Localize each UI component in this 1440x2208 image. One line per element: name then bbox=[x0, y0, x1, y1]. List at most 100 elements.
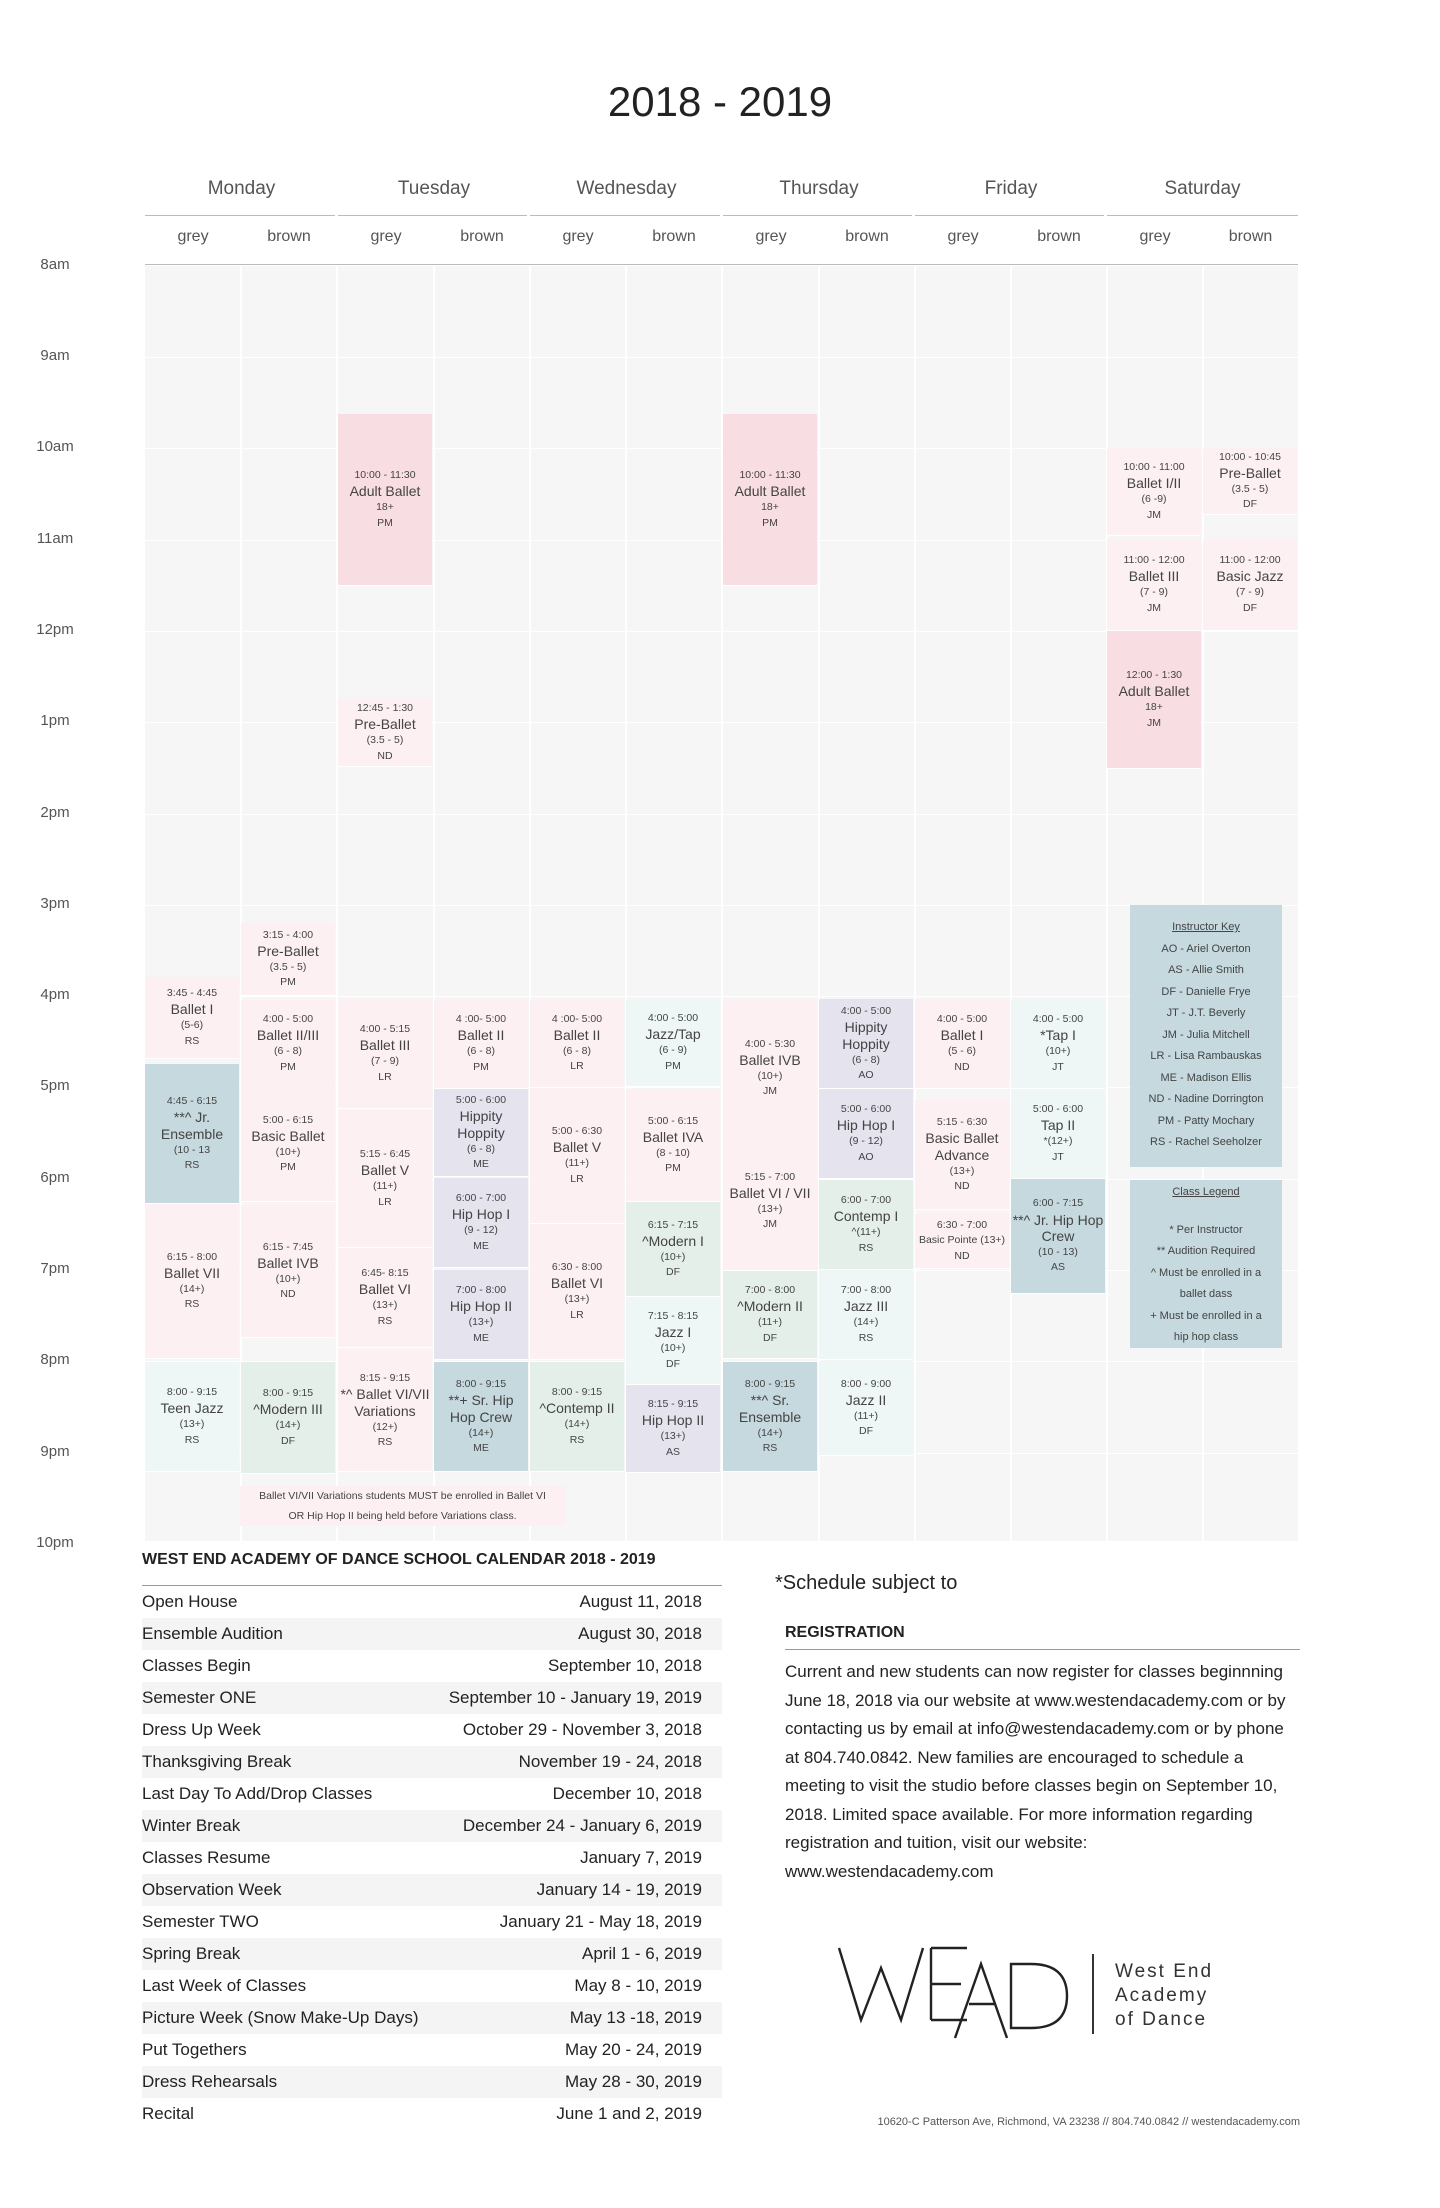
room-header: brown bbox=[652, 228, 696, 245]
class-time: 6:45- 8:15 bbox=[361, 1267, 409, 1280]
room-header: grey bbox=[947, 228, 979, 245]
class-inst: RS bbox=[184, 1158, 200, 1171]
class-name: Jazz I bbox=[654, 1324, 692, 1341]
class-age: (10 - 13 bbox=[173, 1143, 211, 1156]
class-inst: DF bbox=[666, 1357, 680, 1370]
day-divider bbox=[915, 215, 1104, 216]
class-block: 8:15 - 9:15 Hip Hop II (13+) AS bbox=[626, 1385, 720, 1473]
class-block: 5:15 - 6:45 Ballet V (11+) LR bbox=[338, 1110, 432, 1248]
class-name: Ballet II bbox=[553, 1026, 601, 1043]
class-block: 4:00 - 5:00 Hippity Hoppity (6 - 8) AO bbox=[819, 999, 913, 1089]
calendar-event: Classes Begin bbox=[142, 1656, 251, 1675]
class-time: 10:00 - 11:30 bbox=[739, 469, 801, 482]
calendar-date: September 10, 2018 bbox=[547, 1656, 702, 1675]
class-time: 4:45 - 6:15 bbox=[166, 1094, 218, 1107]
class-inst: JM bbox=[763, 1218, 777, 1230]
class-time: 8:00 - 9:15 bbox=[744, 1377, 796, 1390]
class-time: 5:00 - 6:15 bbox=[647, 1114, 699, 1127]
class-age: (10 - 13) bbox=[1038, 1246, 1078, 1259]
class-block: 6:15 - 7:45 Ballet IVB (10+) ND bbox=[241, 1205, 335, 1338]
class-inst: RS bbox=[184, 1298, 200, 1310]
calendar-row: Dress Up Week October 29 - November 3, 20… bbox=[142, 1714, 722, 1746]
class-inst: PM bbox=[280, 976, 296, 988]
class-age: *(12+) bbox=[1043, 1135, 1073, 1148]
class-time: 12:45 - 1:30 bbox=[356, 702, 414, 715]
class-inst: DF bbox=[763, 1331, 777, 1344]
calendar-event: Open House bbox=[142, 1592, 238, 1611]
class-name: Ballet V bbox=[552, 1139, 602, 1156]
class-block: 12:45 - 1:30 Pre-Ballet (3.5 - 5) ND bbox=[338, 699, 432, 767]
class-name: Hippity Hoppity bbox=[457, 1108, 505, 1141]
class-block: 5:00 - 6:30 Ballet V (11+) LR bbox=[530, 1088, 624, 1224]
calendar-event: Winter Break bbox=[142, 1816, 241, 1835]
logo-text-line: West End bbox=[1115, 1961, 1214, 1982]
class-time: 3:15 - 4:00 bbox=[262, 928, 314, 941]
hour-label: 8am bbox=[40, 256, 70, 273]
class-age: 18+ bbox=[761, 501, 779, 514]
hour-label: 12pm bbox=[36, 621, 74, 638]
class-block: 10:00 - 11:00 Ballet I/II (6 -9) JM bbox=[1107, 448, 1201, 536]
instructor-key: Instructor Key AO - Ariel Overton AS - A… bbox=[1130, 905, 1282, 1167]
logo-text-line: Academy bbox=[1115, 1985, 1209, 2006]
calendar-row: Recital June 1 and 2, 2019 bbox=[142, 2098, 722, 2130]
class-age: (3.5 - 5) bbox=[366, 734, 404, 747]
class-time: 12:00 - 1:30 bbox=[1125, 669, 1183, 682]
class-time: 5:00 - 6:30 bbox=[551, 1125, 603, 1138]
class-time: 4:00 - 5:00 bbox=[262, 1013, 314, 1026]
room-header: grey bbox=[177, 228, 209, 245]
logo-text: West End Academy of Dance bbox=[1115, 1960, 1213, 2032]
class-name: **^ Jr. Ensemble bbox=[160, 1109, 224, 1142]
instructor-key-item: JM - Julia Mitchell bbox=[1162, 1028, 1250, 1041]
class-time: 6:30 - 7:00 bbox=[936, 1219, 988, 1232]
class-name: Basic Ballet Advance bbox=[925, 1130, 999, 1163]
class-block: 4:00 - 5:00 Ballet I (5 - 6) ND bbox=[915, 999, 1009, 1089]
class-age: (11+) bbox=[853, 1409, 879, 1422]
column-separator bbox=[529, 266, 531, 1541]
class-name: **+ Sr. Hip Hop Crew bbox=[448, 1392, 514, 1425]
class-name: Hip Hop II bbox=[641, 1412, 705, 1429]
class-inst: ND bbox=[954, 1179, 970, 1192]
class-block: 5:00 - 6:00 Hippity Hoppity (6 - 8) ME bbox=[434, 1089, 528, 1177]
class-block: 10:00 - 10:45 Pre-Ballet (3.5 - 5) DF bbox=[1203, 448, 1297, 515]
class-inst: RS bbox=[184, 1433, 200, 1446]
class-time: 8:15 - 9:15 bbox=[647, 1398, 699, 1411]
calendar-event: Picture Week (Snow Make-Up Days) bbox=[142, 2008, 419, 2027]
room-header: grey bbox=[562, 228, 594, 245]
calendar-date: January 21 - May 18, 2019 bbox=[499, 1912, 702, 1931]
day-divider bbox=[338, 215, 527, 216]
class-name: *Tap I bbox=[1040, 1027, 1076, 1044]
calendar-row: Put Togethers May 20 - 24, 2019 bbox=[142, 2034, 722, 2066]
class-time: 6:15 - 8:00 bbox=[166, 1250, 218, 1263]
class-time: 8:00 - 9:15 bbox=[166, 1386, 218, 1399]
column-separator bbox=[914, 266, 916, 1541]
hour-label: 6pm bbox=[40, 1169, 70, 1186]
day-header: Friday bbox=[984, 178, 1038, 199]
class-block: 7:00 - 8:00 Hip Hop II (13+) ME bbox=[434, 1270, 528, 1360]
instructor-key-item: AO - Ariel Overton bbox=[1161, 942, 1251, 955]
footer-address: 10620-C Patterson Ave, Richmond, VA 2323… bbox=[877, 2116, 1300, 2128]
class-name: ^Modern I bbox=[642, 1232, 704, 1249]
room-header: brown bbox=[267, 228, 311, 245]
class-name: Ballet II bbox=[457, 1027, 505, 1044]
class-block: 6:00 - 7:00 Contemp I ^(11+) RS bbox=[819, 1180, 913, 1270]
class-time: 5:00 - 6:00 bbox=[455, 1093, 507, 1106]
class-time: 4:00 - 5:30 bbox=[744, 1037, 796, 1050]
class-legend-item: + Must be enrolled in a bbox=[1150, 1309, 1262, 1322]
calendar-row: Last Day To Add/Drop Classes December 10,… bbox=[142, 1778, 722, 1810]
column-separator bbox=[1106, 266, 1108, 1541]
class-time: 8:00 - 9:15 bbox=[551, 1386, 603, 1399]
class-inst: ME bbox=[473, 1239, 489, 1252]
class-age: ^(11+) bbox=[851, 1226, 881, 1239]
class-block: 6:15 - 8:00 Ballet VII (14+) RS bbox=[145, 1204, 239, 1359]
class-inst: DF bbox=[281, 1434, 295, 1447]
calendar-event: Spring Break bbox=[142, 1944, 241, 1963]
calendar-date: December 24 - January 6, 2019 bbox=[462, 1816, 702, 1835]
class-block: 6:00 - 7:15 **^ Jr. Hip Hop Crew (10 - 13)… bbox=[1011, 1179, 1105, 1294]
class-inst: PM bbox=[280, 1060, 296, 1073]
class-inst: PM bbox=[377, 516, 393, 529]
class-inst: LR bbox=[570, 1308, 584, 1321]
class-block: 4 :00- 5:00 Ballet II (6 - 8) LR bbox=[530, 999, 624, 1088]
variations-note: Ballet VI/VII Variations students MUST b… bbox=[240, 1486, 565, 1526]
registration-heading: REGISTRATION bbox=[785, 1624, 905, 1641]
variations-note-line: Ballet VI/VII Variations students MUST b… bbox=[259, 1490, 546, 1502]
